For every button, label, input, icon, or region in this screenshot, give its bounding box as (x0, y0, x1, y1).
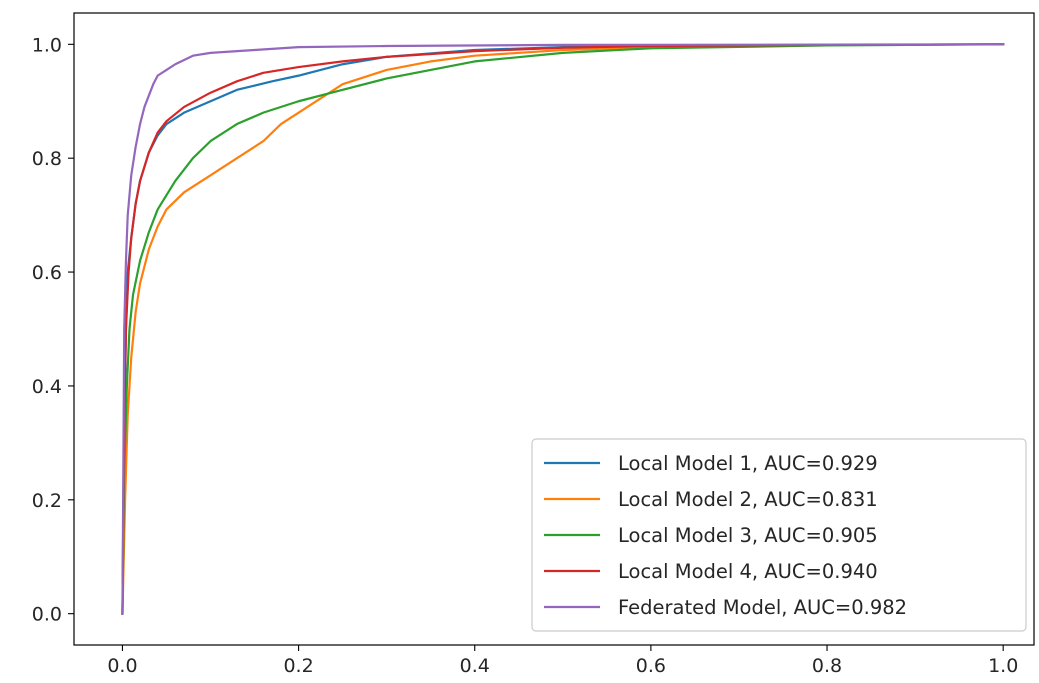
series-line-3 (121, 43, 1005, 615)
legend-box (531, 438, 1027, 632)
series-line-2 (121, 43, 1005, 615)
x-tick-label: 0.6 (636, 655, 666, 677)
legend-label: Local Model 3, AUC=0.905 (618, 524, 878, 547)
y-tick-label: 0.0 (32, 604, 62, 626)
x-tick-label: 0.8 (812, 655, 842, 677)
y-tick-label: 0.2 (32, 490, 62, 512)
y-tick-label: 1.0 (32, 34, 62, 56)
legend: Local Model 1, AUC=0.929 Local Model 2, A… (531, 438, 1027, 632)
series-layer (121, 43, 1005, 615)
legend-label: Local Model 4, AUC=0.940 (618, 560, 878, 583)
x-tick-label: 1.0 (988, 655, 1018, 677)
y-axis: 0.0 0.2 0.4 0.6 0.8 1.0 (32, 34, 74, 626)
x-tick-label: 0.4 (460, 655, 490, 677)
legend-label: Local Model 2, AUC=0.831 (618, 488, 878, 511)
y-tick-label: 0.8 (32, 148, 62, 170)
legend-label: Local Model 1, AUC=0.929 (618, 452, 878, 475)
y-tick-label: 0.6 (32, 262, 62, 284)
series-line-5 (121, 43, 1005, 615)
plot-frame (73, 12, 1035, 646)
x-axis: 0.0 0.2 0.4 0.6 0.8 1.0 (107, 645, 1018, 677)
x-tick-label: 0.2 (283, 655, 313, 677)
legend-label: Federated Model, AUC=0.982 (618, 596, 907, 619)
y-tick-label: 0.4 (32, 376, 62, 398)
series-line-4 (121, 43, 1005, 615)
x-tick-label: 0.0 (107, 655, 137, 677)
